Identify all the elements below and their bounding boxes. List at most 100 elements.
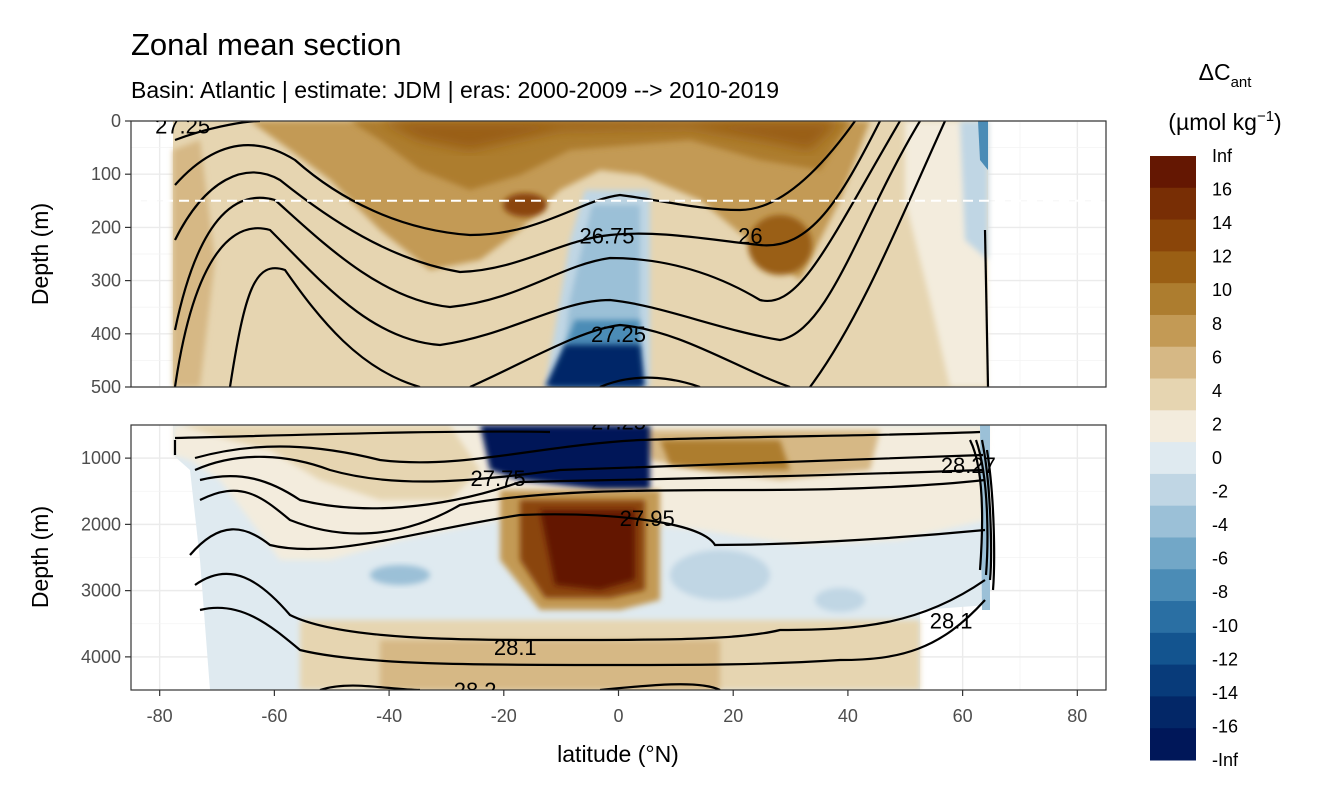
colorbar-swatch (1150, 505, 1196, 538)
colorbar-unit: (µmol kg−1) (1168, 108, 1281, 135)
upper-field-brown-lens (250, 121, 870, 280)
x-tick-label: 20 (723, 706, 743, 726)
x-tick-label: 80 (1067, 706, 1087, 726)
colorbar-label: 10 (1212, 280, 1232, 300)
upper-contour-3 (174, 121, 881, 274)
colorbar-swatch (1150, 283, 1196, 316)
colorbar-label: -14 (1212, 683, 1238, 703)
lower-y-tick-label: 1000 (81, 448, 121, 468)
contour-label: 26 (738, 223, 762, 248)
contour-label: 28.27 (941, 453, 996, 478)
colorbar-swatch (1150, 728, 1196, 761)
lower-contour-6 (189, 513, 986, 556)
lower-contours (173, 430, 996, 690)
upper-contours (173, 121, 990, 387)
colorbar-label: 0 (1212, 448, 1222, 468)
x-tick-label: 0 (613, 706, 623, 726)
lower-contour-12 (974, 439, 989, 576)
lower-contour-7 (194, 572, 986, 642)
colorbar-swatch (1150, 569, 1196, 602)
y-axis-title-lower: Depth (m) (27, 506, 53, 608)
lower-panel (130, 424, 1107, 691)
colorbar-label: 12 (1212, 247, 1232, 267)
colorbar-label: -2 (1212, 482, 1228, 502)
lower-contour-10 (599, 683, 721, 690)
colorbar-label: -16 (1212, 716, 1238, 736)
upper-y-tick-label: 0 (111, 111, 121, 131)
x-tick-label: -20 (491, 706, 517, 726)
upper-field-hotspot-north (748, 215, 812, 275)
colorbar-swatch (1150, 410, 1196, 443)
upper-y-tick-label: 300 (91, 271, 121, 291)
lower-contour-3 (194, 453, 984, 483)
upper-panel-border (130, 120, 1107, 388)
contour-label-group: 27.95 (620, 506, 675, 531)
colorbar-swatch (1150, 537, 1196, 570)
colorbar-swatch (1150, 314, 1196, 348)
chart-subtitle: Basin: Atlantic | estimate: JDM | eras: … (131, 77, 779, 103)
upper-contour-10 (983, 229, 990, 387)
upper-panel-field (173, 121, 990, 387)
contour-label-group: 27.25 (155, 113, 210, 138)
lower-contour-4 (199, 468, 984, 510)
colorbar-labels: Inf 16 14 12 10 8 6 4 2 0 -2 -4 -6 -8 -10 -12 -14 -16 -Inf (1212, 146, 1239, 770)
upper-contour-2 (174, 121, 856, 237)
contour-labels: 27.25 26.75 26 27.25 27.75 27.95 28.1 28.1 28.2 2… (155, 113, 996, 703)
colorbar-swatch (1150, 378, 1196, 411)
contour-label: 27.75 (471, 466, 526, 491)
lower-y-tick-label: 3000 (81, 581, 121, 601)
colorbar-label: -12 (1212, 649, 1238, 669)
colorbar-title: ΔCant (1199, 59, 1253, 91)
contour-label-group: 27.75 (471, 466, 526, 491)
lower-contour-8 (199, 599, 986, 667)
x-axis-title: latitude (°N) (557, 741, 679, 767)
x-tick-label: -40 (376, 706, 402, 726)
y-axis-title-upper: Depth (m) (27, 203, 53, 305)
upper-contour-7 (469, 323, 791, 387)
colorbar-swatch (1150, 473, 1196, 507)
lower-contour-1 (174, 430, 551, 440)
upper-contour-6 (228, 267, 421, 387)
x-tick-label: 40 (838, 706, 858, 726)
lower-y-tick-label: 2000 (81, 514, 121, 534)
colorbar-label: 4 (1212, 381, 1222, 401)
lower-field-blue-patch-1 (370, 565, 430, 585)
upper-field-navy (545, 345, 645, 387)
x-tick-label: -80 (147, 706, 173, 726)
colorbar-label: 14 (1212, 213, 1232, 233)
colorbar-swatch (1150, 442, 1196, 475)
upper-panel (130, 120, 1107, 388)
contour-label: 27.25 (591, 410, 646, 435)
contour-label-group: 27.25 (591, 322, 646, 347)
upper-contour-5 (173, 121, 921, 387)
contour-label: 28.1 (930, 608, 973, 633)
upper-field-hotspot-south (503, 193, 547, 217)
upper-contour-4 (173, 121, 901, 331)
contour-label-group: 28.1 (494, 635, 537, 660)
colorbar-label: 2 (1212, 414, 1222, 434)
contour-label: 28.1 (494, 635, 537, 660)
lower-contour-2 (194, 430, 981, 464)
colorbar-swatch (1150, 632, 1196, 666)
upper-contour-9 (809, 121, 947, 387)
lower-panel-field (173, 425, 996, 690)
colorbar-label: -8 (1212, 582, 1228, 602)
colorbar: ΔCant (µmol kg−1) Inf 16 14 12 10 8 6 4 2 0 -2 -4 -6… (1150, 59, 1282, 770)
colorbar-label: 8 (1212, 314, 1222, 334)
colorbar-label: -6 (1212, 549, 1228, 569)
contour-label: 28.2 (454, 678, 497, 703)
contour-label: 26.75 (579, 223, 634, 248)
colorbar-swatch (1150, 664, 1196, 697)
lower-field-blue-patch-3 (815, 588, 865, 612)
colorbar-swatch (1150, 696, 1196, 729)
colorbar-swatches (1150, 156, 1196, 761)
colorbar-swatch (1150, 219, 1196, 252)
upper-y-tick-label: 200 (91, 217, 121, 237)
contour-label-group: 28.1 (930, 608, 973, 633)
lower-contour-5 (199, 478, 986, 535)
colorbar-label: 16 (1212, 180, 1232, 200)
contour-label: 27.25 (155, 113, 210, 138)
chart-title: Zonal mean section (131, 27, 402, 62)
contour-label: 27.95 (620, 506, 675, 531)
upper-contour-8 (599, 376, 701, 387)
